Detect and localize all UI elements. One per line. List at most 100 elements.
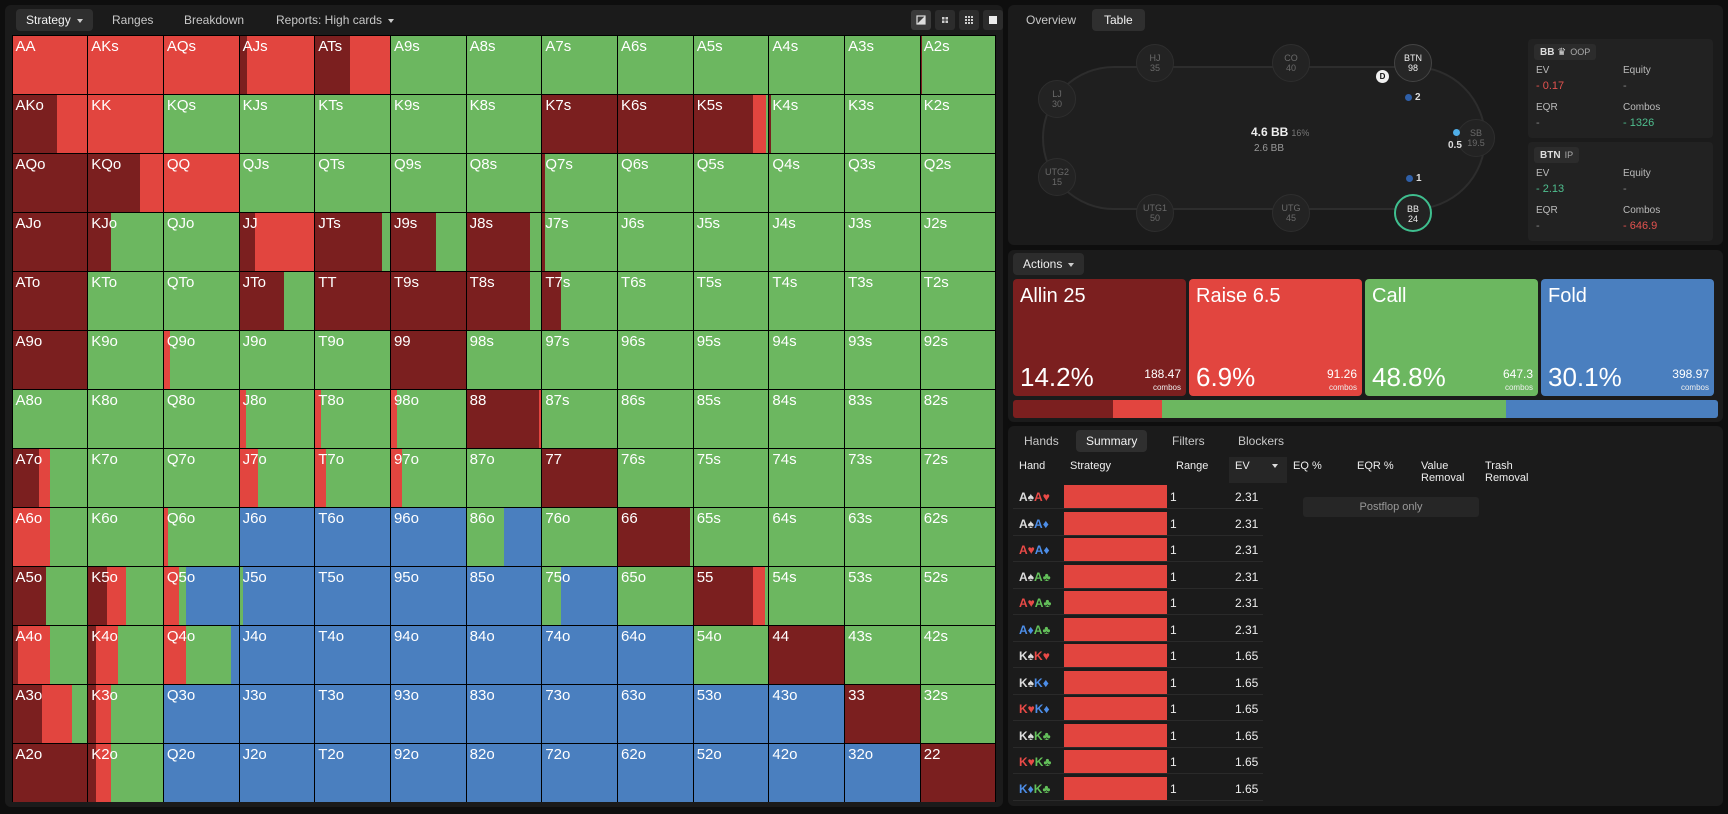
grid-cell-ajo[interactable]: AJo	[12, 212, 88, 271]
col-eqr[interactable]: EQR %	[1357, 460, 1394, 472]
tab-overview[interactable]: Overview	[1026, 13, 1077, 27]
grid-cell-77[interactable]: 77	[542, 448, 618, 507]
compact-grid-view-button[interactable]	[935, 10, 955, 30]
grid-cell-a8s[interactable]: A8s	[466, 35, 542, 94]
grid-cell-72s[interactable]: 72s	[920, 448, 996, 507]
grid-cell-76s[interactable]: 76s	[618, 448, 693, 507]
grid-cell-52o[interactable]: 52o	[693, 743, 769, 802]
grid-cell-83o[interactable]: 83o	[466, 684, 542, 743]
tab-breakdown[interactable]: Breakdown	[174, 9, 254, 31]
grid-cell-t6o[interactable]: T6o	[315, 507, 390, 566]
tab-hands[interactable]: Hands	[1024, 434, 1059, 448]
grid-cell-ats[interactable]: ATs	[315, 35, 390, 94]
grid-cell-87o[interactable]: 87o	[466, 448, 542, 507]
grid-cell-82s[interactable]: 82s	[920, 389, 996, 448]
grid-cell-k6s[interactable]: K6s	[618, 94, 693, 153]
grid-cell-k4s[interactable]: K4s	[769, 94, 845, 153]
grid-cell-52s[interactable]: 52s	[920, 566, 996, 625]
grid-cell-qto[interactable]: QTo	[163, 271, 239, 330]
grid-cell-63o[interactable]: 63o	[618, 684, 693, 743]
grid-cell-aqo[interactable]: AQo	[12, 153, 88, 212]
grid-cell-j8s[interactable]: J8s	[466, 212, 542, 271]
grid-cell-j7o[interactable]: J7o	[239, 448, 315, 507]
grid-cell-k7s[interactable]: K7s	[542, 94, 618, 153]
grid-cell-92o[interactable]: 92o	[390, 743, 466, 802]
seat-utg1[interactable]: UTG1 50	[1136, 194, 1174, 232]
actions-dropdown[interactable]: Actions	[1013, 253, 1085, 275]
grid-cell-a3o[interactable]: A3o	[12, 684, 88, 743]
grid-cell-a8o[interactable]: A8o	[12, 389, 88, 448]
grid-cell-j9s[interactable]: J9s	[390, 212, 466, 271]
action-card-fold[interactable]: Fold 30.1% 398.97 combos	[1541, 279, 1714, 396]
grid-cell-43o[interactable]: 43o	[769, 684, 845, 743]
grid-cell-ako[interactable]: AKo	[12, 94, 88, 153]
grid-cell-63s[interactable]: 63s	[845, 507, 920, 566]
grid-cell-tt[interactable]: TT	[315, 271, 390, 330]
grid-cell-kto[interactable]: KTo	[88, 271, 163, 330]
table-row[interactable]: K♦K♣ 1 1.65	[1013, 776, 1263, 801]
grid-cell-ato[interactable]: ATo	[12, 271, 88, 330]
grid-cell-q9s[interactable]: Q9s	[390, 153, 466, 212]
grid-cell-j3o[interactable]: J3o	[239, 684, 315, 743]
grid-cell-65s[interactable]: 65s	[693, 507, 769, 566]
grid-cell-jj[interactable]: JJ	[239, 212, 315, 271]
grid-cell-t2s[interactable]: T2s	[920, 271, 996, 330]
grid-cell-a5o[interactable]: A5o	[12, 566, 88, 625]
grid-cell-92s[interactable]: 92s	[920, 330, 996, 389]
table-row[interactable]: K♥K♣ 1 1.65	[1013, 749, 1263, 774]
col-trash-removal[interactable]: Trash Removal	[1485, 460, 1529, 484]
col-hand[interactable]: Hand	[1019, 460, 1046, 472]
grid-cell-88[interactable]: 88	[466, 389, 542, 448]
grid-cell-q6s[interactable]: Q6s	[618, 153, 693, 212]
grid-cell-k5s[interactable]: K5s	[693, 94, 769, 153]
grid-cell-a4o[interactable]: A4o	[12, 625, 88, 684]
grid-cell-87s[interactable]: 87s	[542, 389, 618, 448]
grid-cell-a6s[interactable]: A6s	[618, 35, 693, 94]
seat-co[interactable]: CO 40	[1272, 44, 1310, 82]
seat-utg[interactable]: UTG 45	[1272, 194, 1310, 232]
grid-cell-t7s[interactable]: T7s	[542, 271, 618, 330]
grid-cell-q7o[interactable]: Q7o	[163, 448, 239, 507]
tab-summary[interactable]: Summary	[1076, 430, 1148, 452]
grid-cell-t8s[interactable]: T8s	[466, 271, 542, 330]
seat-lj[interactable]: LJ 30	[1038, 80, 1076, 118]
grid-cell-94o[interactable]: 94o	[390, 625, 466, 684]
grid-cell-kqs[interactable]: KQs	[163, 94, 239, 153]
col-ev[interactable]: EV	[1229, 457, 1287, 483]
grid-cell-kk[interactable]: KK	[88, 94, 163, 153]
grid-cell-a7o[interactable]: A7o	[12, 448, 88, 507]
grid-cell-96o[interactable]: 96o	[390, 507, 466, 566]
grid-cell-62o[interactable]: 62o	[618, 743, 693, 802]
grid-cell-t3s[interactable]: T3s	[845, 271, 920, 330]
grid-cell-t4o[interactable]: T4o	[315, 625, 390, 684]
table-row[interactable]: A♠A♥ 1 2.31	[1013, 484, 1263, 509]
grid-cell-a9o[interactable]: A9o	[12, 330, 88, 389]
grid-cell-qq[interactable]: QQ	[163, 153, 239, 212]
grid-cell-j4o[interactable]: J4o	[239, 625, 315, 684]
grid-cell-55[interactable]: 55	[693, 566, 769, 625]
grid-cell-a9s[interactable]: A9s	[390, 35, 466, 94]
grid-cell-97o[interactable]: 97o	[390, 448, 466, 507]
grid-cell-75s[interactable]: 75s	[693, 448, 769, 507]
grid-cell-22[interactable]: 22	[920, 743, 996, 802]
grid-cell-qjs[interactable]: QJs	[239, 153, 315, 212]
grid-cell-q6o[interactable]: Q6o	[163, 507, 239, 566]
grid-cell-t5o[interactable]: T5o	[315, 566, 390, 625]
col-range[interactable]: Range	[1176, 460, 1209, 472]
grid-cell-k8o[interactable]: K8o	[88, 389, 163, 448]
tab-ranges[interactable]: Ranges	[102, 9, 163, 31]
grid-cell-74o[interactable]: 74o	[542, 625, 618, 684]
grid-cell-62s[interactable]: 62s	[920, 507, 996, 566]
single-view-button[interactable]	[983, 10, 1003, 30]
grid-cell-j7s[interactable]: J7s	[542, 212, 618, 271]
grid-cell-a4s[interactable]: A4s	[769, 35, 845, 94]
grid-cell-qjo[interactable]: QJo	[163, 212, 239, 271]
col-eq[interactable]: EQ %	[1293, 460, 1322, 472]
grid-cell-42o[interactable]: 42o	[769, 743, 845, 802]
grid-cell-q8s[interactable]: Q8s	[466, 153, 542, 212]
grid-cell-j4s[interactable]: J4s	[769, 212, 845, 271]
grid-cell-99[interactable]: 99	[390, 330, 466, 389]
seat-utg2[interactable]: UTG2 15	[1038, 158, 1076, 196]
grid-cell-94s[interactable]: 94s	[769, 330, 845, 389]
grid-cell-q4s[interactable]: Q4s	[769, 153, 845, 212]
